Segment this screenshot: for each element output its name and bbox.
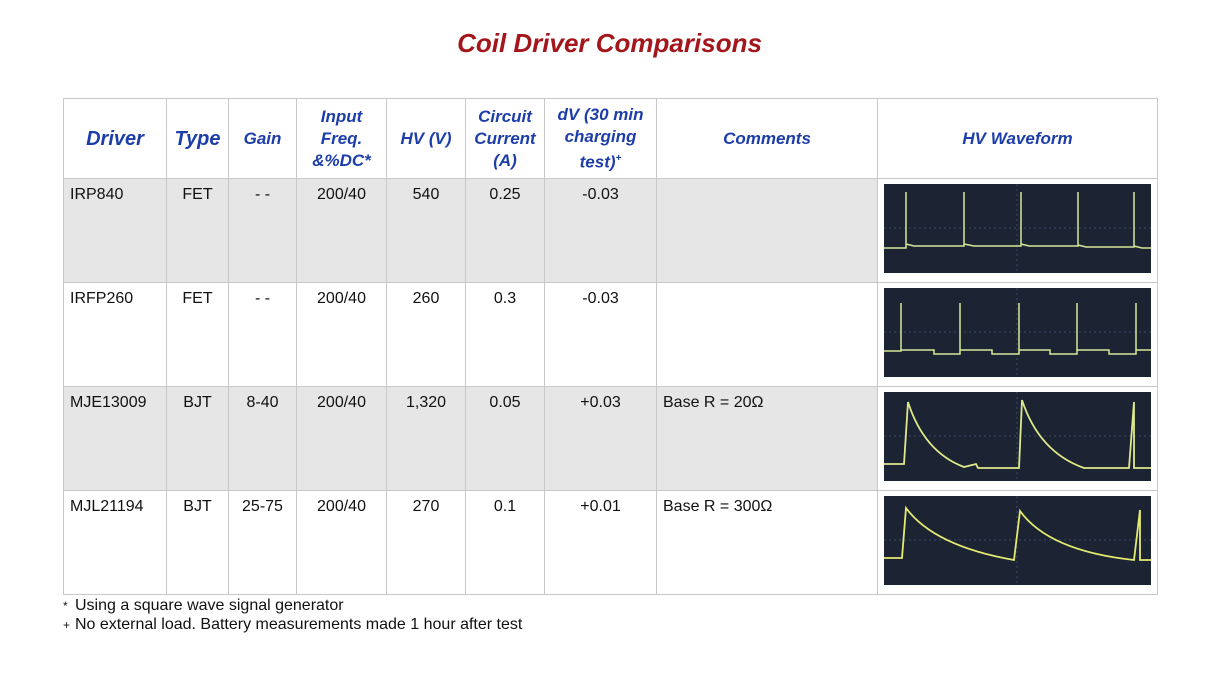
cell: 0.1: [465, 490, 545, 595]
footnote-marker: +: [615, 152, 622, 164]
cell: -0.03: [544, 178, 657, 283]
waveform-cell: [877, 178, 1158, 283]
row: IRFP260 FET - - 200/40 260 0.3 -0.03: [63, 282, 1158, 387]
waveform: [884, 496, 1151, 585]
footnote: + No external load. Battery measurements …: [63, 616, 522, 634]
footnote-marker: *: [63, 599, 68, 613]
cell: 260: [386, 282, 466, 387]
row: IRP840 FET - - 200/40 540 0.25 -0.03: [63, 178, 1158, 283]
header-cell: HV Waveform: [877, 98, 1158, 179]
cell: 1,320: [386, 386, 466, 491]
header-cell: dV (30 min charging test)+: [544, 98, 657, 179]
cell: 200/40: [296, 178, 387, 283]
cell: +0.01: [544, 490, 657, 595]
header-cell: Comments: [656, 98, 878, 179]
cell: - -: [228, 282, 297, 387]
cell: 200/40: [296, 386, 387, 491]
header-cell: HV (V): [386, 98, 466, 179]
cell: IRP840: [63, 178, 167, 283]
footnote: * Using a square wave signal generator: [63, 597, 344, 615]
cell: MJL21194: [63, 490, 167, 595]
footnote-marker: +: [63, 618, 71, 632]
header-cell: Driver: [63, 98, 167, 179]
header-cell: Input Freq. &%DC*: [296, 98, 387, 179]
waveform: [884, 288, 1151, 377]
cell: 200/40: [296, 490, 387, 595]
header-text: dV (30 min charging test): [557, 104, 644, 172]
footnote-text: No external load. Battery measurements m…: [75, 616, 523, 633]
header-cell: Type: [166, 98, 229, 179]
cell: 270: [386, 490, 466, 595]
cell: 0.05: [465, 386, 545, 491]
row: MJL21194 BJT 25-75 200/40 270 0.1 +0.01 …: [63, 490, 1158, 595]
cell: 25-75: [228, 490, 297, 595]
waveform-cell: [877, 282, 1158, 387]
cell: -0.03: [544, 282, 657, 387]
cell: FET: [166, 178, 229, 283]
cell: 8-40: [228, 386, 297, 491]
header-row: Driver Type Gain Input Freq. &%DC* HV (V…: [63, 98, 1158, 179]
cell: 0.3: [465, 282, 545, 387]
waveform: [884, 184, 1151, 273]
cell: MJE13009: [63, 386, 167, 491]
header-cell: Gain: [228, 98, 297, 179]
row: MJE13009 BJT 8-40 200/40 1,320 0.05 +0.0…: [63, 386, 1158, 491]
cell: BJT: [166, 490, 229, 595]
cell: Base R = 300Ω: [656, 490, 878, 595]
cell: +0.03: [544, 386, 657, 491]
waveform: [884, 392, 1151, 481]
footnote-text: Using a square wave signal generator: [75, 597, 344, 614]
waveform-cell: [877, 386, 1158, 491]
header-cell: Circuit Current (A): [465, 98, 545, 179]
cell: [656, 282, 878, 387]
title: Coil Driver Comparisons: [457, 28, 762, 58]
cell: BJT: [166, 386, 229, 491]
cell: Base R = 20Ω: [656, 386, 878, 491]
cell: - -: [228, 178, 297, 283]
comparison-table: Driver Type Gain Input Freq. &%DC* HV (V…: [63, 98, 1158, 595]
cell: 540: [386, 178, 466, 283]
cell: 0.25: [465, 178, 545, 283]
cell: IRFP260: [63, 282, 167, 387]
cell: 200/40: [296, 282, 387, 387]
cell: [656, 178, 878, 283]
waveform-cell: [877, 490, 1158, 595]
cell: FET: [166, 282, 229, 387]
